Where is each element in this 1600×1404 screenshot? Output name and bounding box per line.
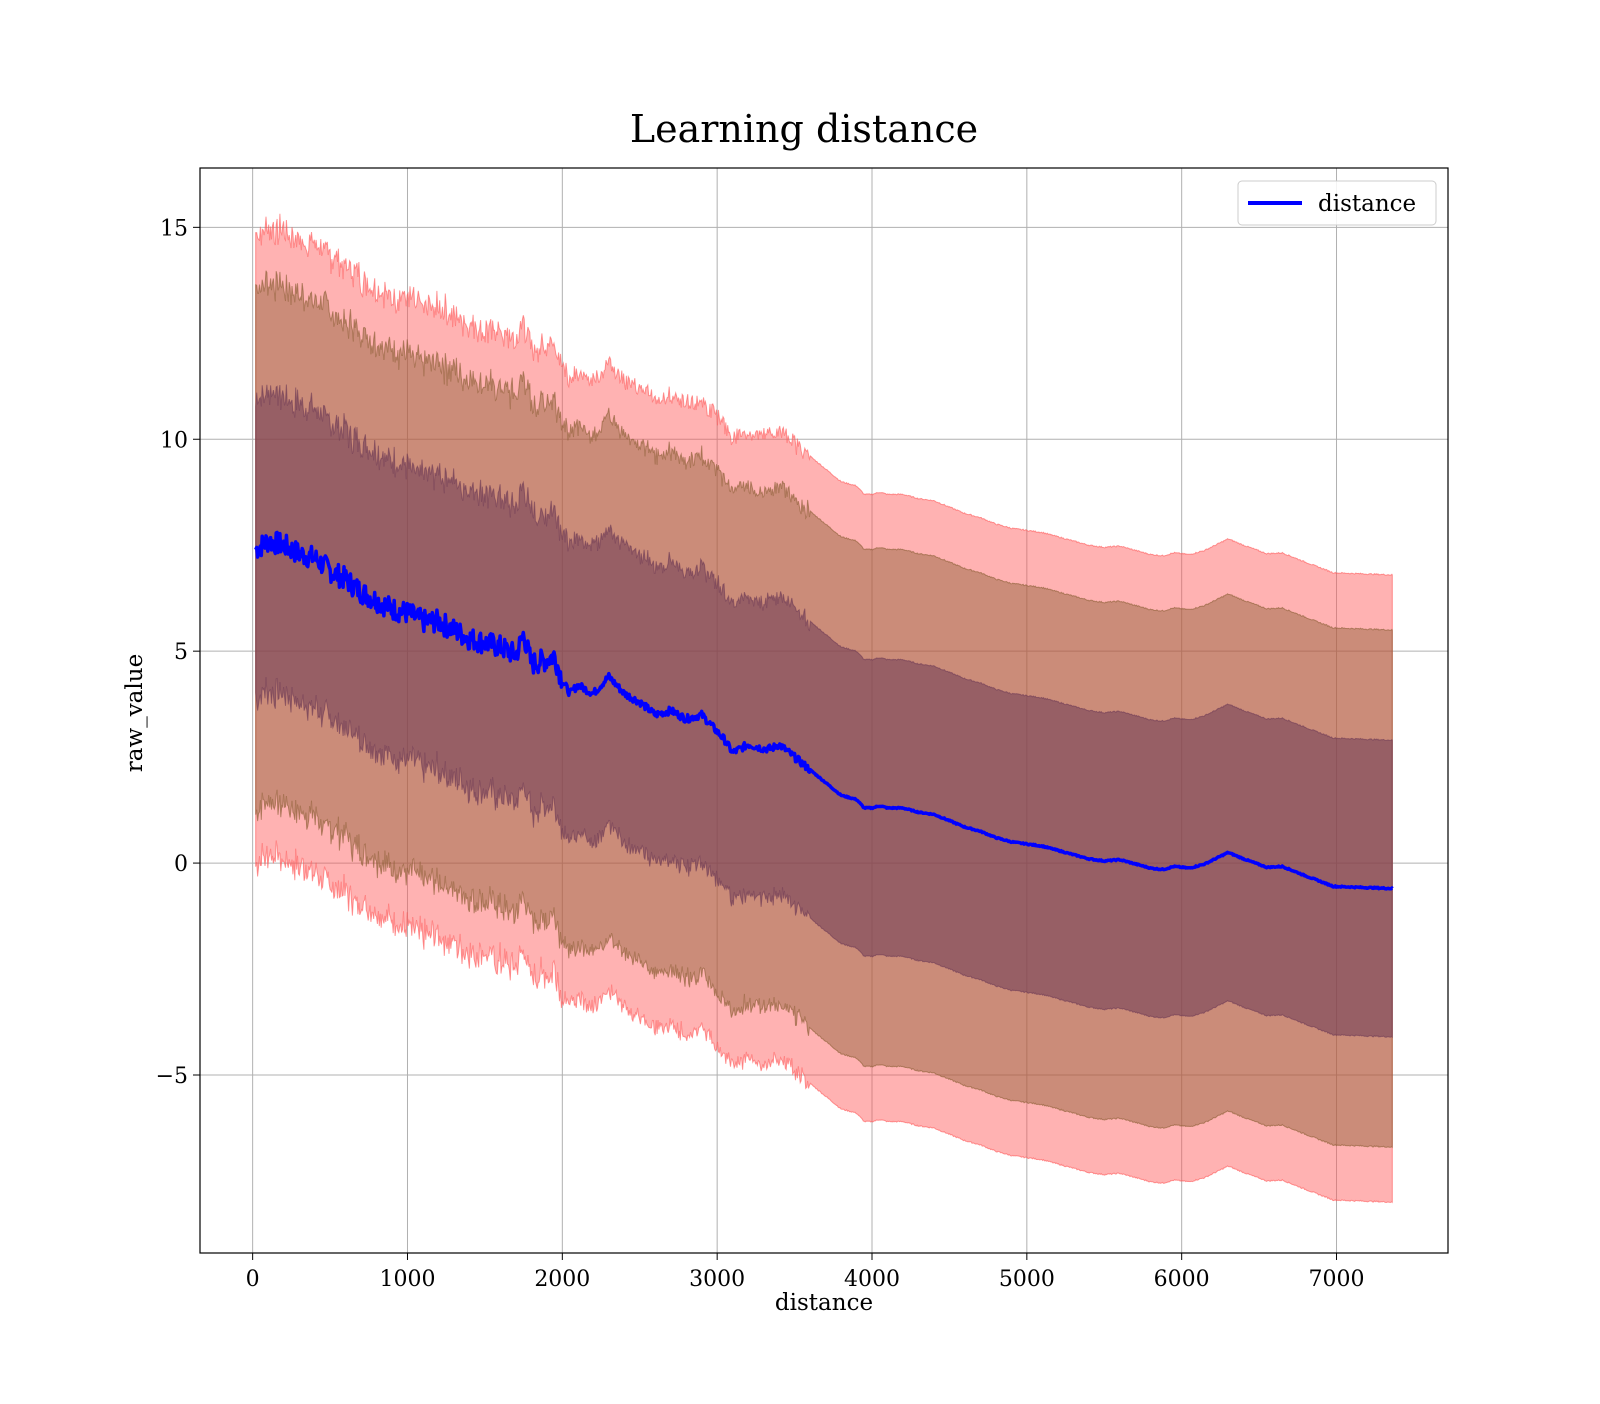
legend-box — [1237, 180, 1437, 226]
confidence-band-3 — [255, 384, 1393, 1039]
x-tick-label: 0 — [246, 1267, 260, 1292]
y-tick-label: 10 — [160, 428, 188, 453]
x-tick-label: 3000 — [689, 1267, 745, 1292]
legend-label-distance: distance — [1318, 191, 1416, 217]
y-axis-label: raw_value — [122, 654, 148, 772]
y-tick-label: −5 — [156, 1064, 188, 1089]
x-tick-label: 6000 — [1154, 1267, 1210, 1292]
x-tick-label: 7000 — [1309, 1267, 1365, 1292]
series-line-distance — [254, 530, 1394, 891]
plot-frame — [199, 167, 1449, 1254]
band-layer — [255, 213, 1393, 1204]
x-tick-label: 2000 — [534, 1267, 590, 1292]
y-tick-label: 5 — [174, 640, 188, 665]
y-tick-label: 15 — [160, 216, 188, 241]
line-layer — [254, 530, 1394, 891]
x-tick-label: 5000 — [999, 1267, 1055, 1292]
x-tick-label: 4000 — [844, 1267, 900, 1292]
legend: distance — [1237, 180, 1437, 226]
chart-title: Learning distance — [630, 107, 978, 151]
tick-layer: 0 1000 2000 3000 4000 5000 6000 7000 −5 0 5 10 15 — [156, 216, 1365, 1292]
x-axis-label: distance — [775, 1290, 873, 1316]
y-tick-label: 0 — [174, 852, 188, 877]
x-tick-label: 1000 — [379, 1267, 435, 1292]
